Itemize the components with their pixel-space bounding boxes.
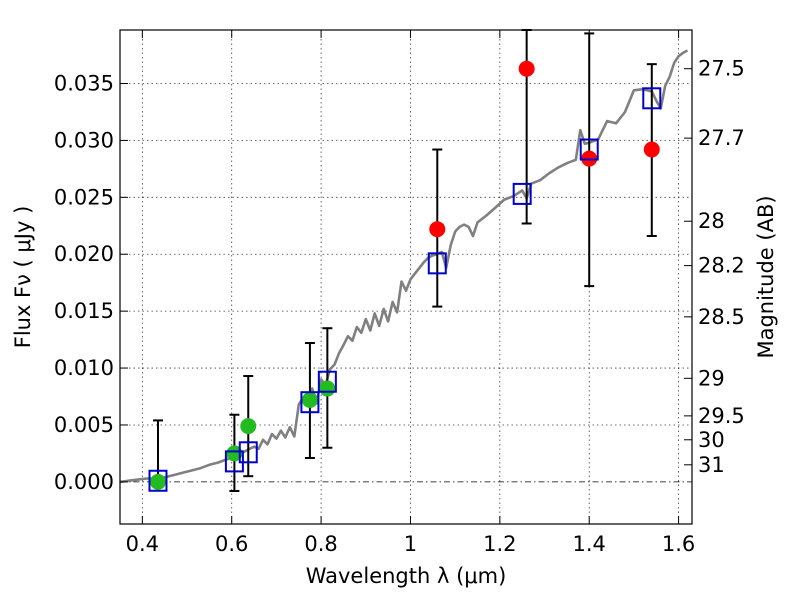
red-measurement-point (429, 221, 446, 238)
y-tick-label: 0.025 (54, 185, 114, 209)
green-detection-point (301, 391, 318, 408)
model-spectrum-line (119, 49, 689, 484)
error-bar (152, 419, 163, 483)
x-tick-label: 0.6 (215, 532, 248, 556)
model-photometry-square (579, 138, 599, 161)
x-tick-label: 0.4 (126, 532, 159, 556)
red-measurement-point (518, 60, 535, 77)
model-photometry-square (317, 370, 337, 393)
model-photometry-square (300, 391, 320, 414)
right-axis-label: Magnitude (AB) (754, 195, 778, 358)
right-tick-label: 28.5 (698, 305, 745, 329)
x-tick-label: 1 (404, 532, 417, 556)
green-detection-point (226, 445, 243, 462)
x-tick-label: 1.2 (483, 532, 516, 556)
x-tick-label: 0.8 (304, 532, 337, 556)
y-axis-label: Flux Fν ( μJy ) (11, 206, 35, 349)
right-tick-label: 27.5 (698, 57, 745, 81)
x-tick-label: 1.4 (573, 532, 606, 556)
y-tick-label: 0.020 (54, 242, 114, 266)
y-tick-label: 0.005 (54, 413, 114, 437)
right-tick-label: 29.5 (698, 404, 745, 428)
right-tick-label: 30 (698, 428, 725, 452)
grid-lines (120, 30, 692, 524)
right-tick-label: 28 (698, 209, 725, 233)
model-photometry-square (148, 469, 168, 492)
y-tick-label: 0.030 (54, 128, 114, 152)
y-tick-label: 0.035 (54, 71, 114, 95)
right-tick-label: 28.2 (698, 254, 745, 278)
model-photometry-square (642, 87, 662, 110)
y-tick-label: 0.010 (54, 356, 114, 380)
green-detection-point (149, 473, 166, 490)
model-photometry-square (427, 252, 447, 275)
y-tick-label: 0.015 (54, 299, 114, 323)
model-photometry-square (512, 182, 532, 205)
right-tick-label: 27.7 (698, 126, 745, 150)
green-detection-point (319, 380, 336, 397)
right-tick-label: 29 (698, 366, 725, 390)
x-tick-label: 1.6 (662, 532, 695, 556)
axes: 0.4 0.6 0.8 1 1.2 1.4 1.6 0.000 0.005 0.010 0.015 0… (54, 30, 745, 556)
plot-frame (119, 29, 693, 525)
model-photometry-square (238, 441, 258, 464)
y-tick-label: 0.000 (54, 470, 114, 494)
plot-area (119, 29, 689, 492)
green-detection-point (240, 418, 257, 435)
x-axis-label: Wavelength λ (μm) (306, 564, 507, 588)
right-tick-label: 31 (698, 453, 725, 477)
red-measurement-point (643, 141, 660, 158)
